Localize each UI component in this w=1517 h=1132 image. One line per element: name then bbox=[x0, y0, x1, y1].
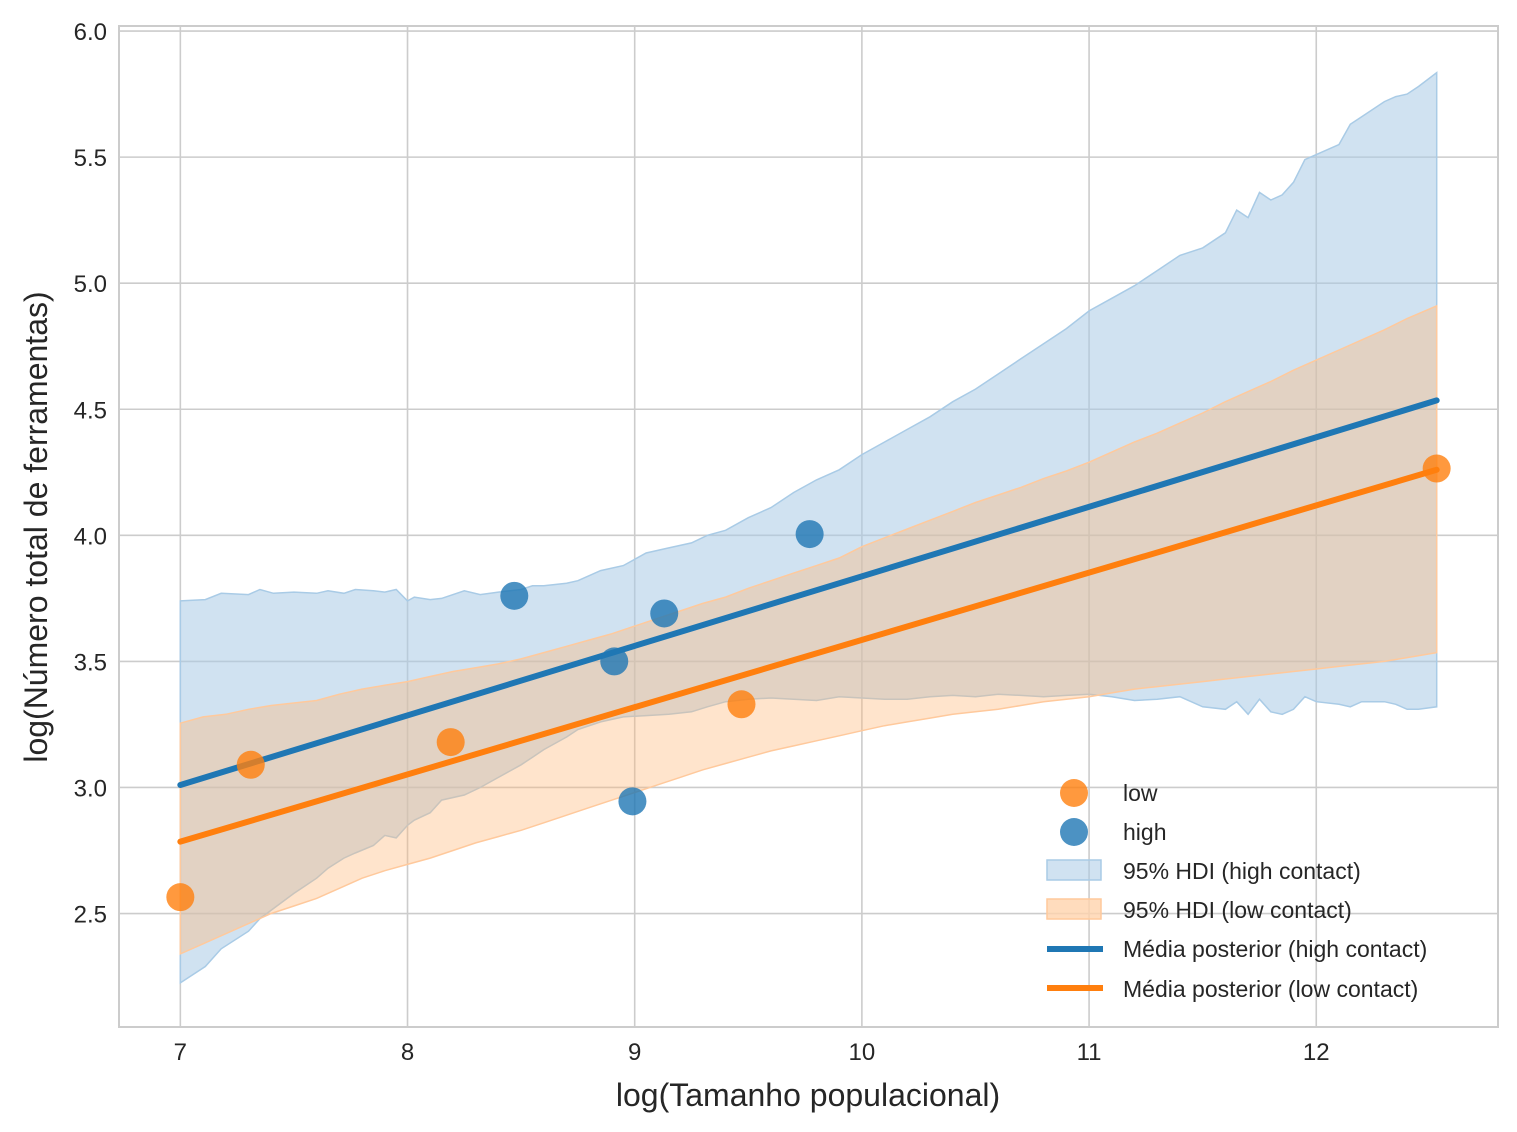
legend-swatch-low-band bbox=[1046, 898, 1102, 920]
y-tick-label: 5.5 bbox=[74, 145, 107, 172]
legend-label-high-line: Média posterior (high contact) bbox=[1123, 936, 1427, 962]
y-tick-label: 3.5 bbox=[74, 649, 107, 676]
legend-marker-high bbox=[1060, 818, 1088, 846]
legend-label-low: low bbox=[1123, 780, 1158, 806]
y-tick-label: 2.5 bbox=[74, 902, 107, 929]
data-points bbox=[166, 454, 1451, 912]
hdi-band-low-contact bbox=[179, 304, 1438, 956]
y-tick-label: 4.5 bbox=[74, 397, 107, 424]
x-tick-label: 8 bbox=[401, 1039, 414, 1066]
x-tick-label: 10 bbox=[849, 1039, 876, 1066]
point-high bbox=[650, 599, 679, 628]
legend-label-high-band: 95% HDI (high contact) bbox=[1123, 858, 1361, 884]
x-tick-label: 7 bbox=[174, 1039, 187, 1066]
x-tick-labels: 7 8 9 10 11 12 bbox=[174, 1039, 1330, 1066]
y-axis-label: log(Número total de ferramentas) bbox=[18, 291, 54, 762]
point-high bbox=[618, 787, 647, 816]
point-high bbox=[500, 581, 529, 610]
y-tick-label: 6.0 bbox=[74, 19, 107, 46]
point-low bbox=[1422, 454, 1451, 483]
plot-frame bbox=[118, 25, 1499, 1028]
x-axis-label: log(Tamanho populacional) bbox=[616, 1077, 1000, 1113]
y-tick-label: 5.0 bbox=[74, 271, 107, 298]
x-tick-label: 9 bbox=[628, 1039, 641, 1066]
y-tick-label: 3.0 bbox=[74, 775, 107, 802]
legend: low high 95% HDI (high contact) 95% HDI … bbox=[1046, 779, 1427, 1002]
x-tick-label: 11 bbox=[1077, 1039, 1102, 1066]
legend-label-low-line: Média posterior (low contact) bbox=[1123, 976, 1418, 1002]
point-high bbox=[600, 647, 629, 676]
point-low bbox=[166, 883, 195, 912]
legend-marker-low bbox=[1060, 779, 1088, 807]
posterior-mean-line-high bbox=[177, 397, 1440, 788]
legend-label-low-band: 95% HDI (low contact) bbox=[1123, 897, 1352, 923]
y-tick-label: 4.0 bbox=[74, 523, 107, 550]
point-low bbox=[236, 750, 265, 779]
posterior-mean-lines bbox=[177, 397, 1440, 845]
point-low bbox=[436, 728, 465, 757]
y-tick-labels: 2.5 3.0 3.5 4.0 4.5 5.0 5.5 6.0 bbox=[74, 19, 107, 928]
legend-label-high: high bbox=[1123, 819, 1166, 845]
posterior-mean-line-low bbox=[177, 466, 1440, 845]
point-high bbox=[795, 520, 824, 549]
x-tick-label: 12 bbox=[1303, 1039, 1330, 1066]
legend-swatch-high-band bbox=[1046, 859, 1102, 881]
point-low bbox=[727, 690, 756, 719]
